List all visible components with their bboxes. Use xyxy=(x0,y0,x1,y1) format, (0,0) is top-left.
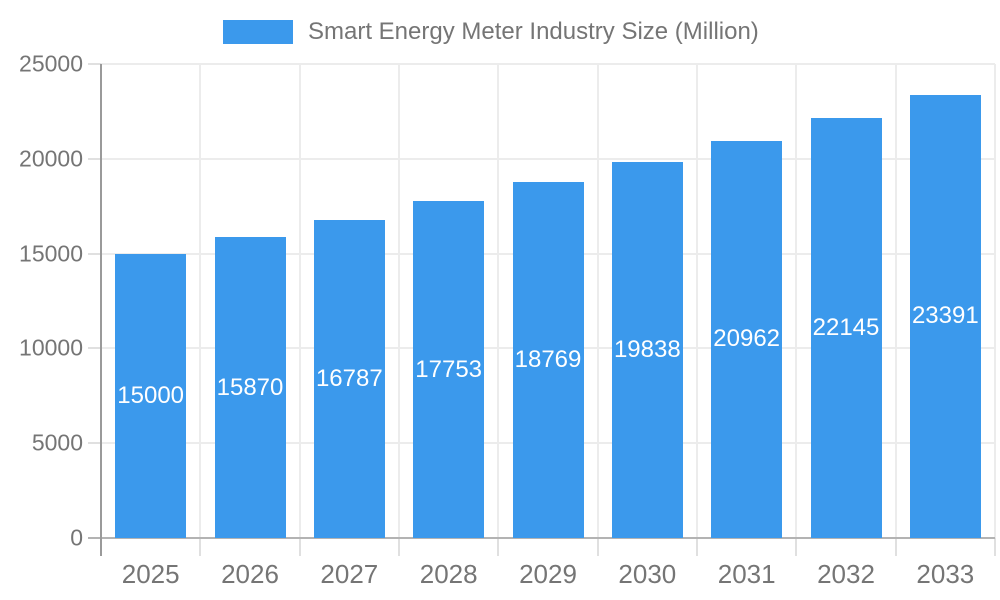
x-axis-label: 2030 xyxy=(618,559,677,589)
bar-2031[interactable] xyxy=(711,140,783,538)
bar-2025[interactable] xyxy=(115,253,187,538)
x-axis-label: 2028 xyxy=(419,559,478,589)
bar-2027[interactable] xyxy=(313,219,385,538)
vertical-gridline xyxy=(696,64,698,538)
y-axis-tick xyxy=(88,252,101,255)
vertical-gridline xyxy=(795,64,798,538)
bar-2029[interactable] xyxy=(512,182,584,538)
bar-value-label: 15000 xyxy=(117,381,185,409)
x-axis-tick xyxy=(398,538,400,556)
bar-value-label: 16787 xyxy=(315,364,383,392)
x-axis-tick xyxy=(199,538,202,556)
x-axis-tick xyxy=(298,538,301,556)
vertical-gridline xyxy=(596,64,599,538)
vertical-gridline xyxy=(199,64,202,538)
bar-2028[interactable] xyxy=(413,201,485,538)
horizontal-gridline xyxy=(101,157,995,160)
vertical-gridline xyxy=(298,64,301,538)
legend-label: Smart Energy Meter Industry Size (Millio… xyxy=(308,18,759,45)
x-axis-tick xyxy=(994,538,996,556)
plot-area: 0 5000 10000 15000 20000 25000 15000 2025 15870 2… xyxy=(19,51,996,589)
vertical-gridline xyxy=(894,64,897,538)
x-axis-label: 2027 xyxy=(320,559,379,589)
bar-value-label: 18769 xyxy=(514,346,582,374)
y-axis-label: 0 xyxy=(70,524,83,551)
vertical-gridline xyxy=(398,64,400,538)
bar-2026[interactable] xyxy=(214,237,286,538)
x-axis-label: 2025 xyxy=(121,559,180,589)
bar-2032[interactable] xyxy=(810,118,882,538)
y-axis-tick xyxy=(88,157,101,160)
vertical-gridline xyxy=(994,64,996,538)
vertical-gridline xyxy=(497,64,500,538)
bar-value-label: 20962 xyxy=(713,325,781,353)
y-axis-label: 10000 xyxy=(19,334,83,361)
x-axis-label: 2032 xyxy=(817,559,875,589)
x-axis-tick xyxy=(696,538,698,556)
x-axis-line xyxy=(88,537,995,539)
x-axis-label: 2026 xyxy=(221,559,279,589)
bar-2030[interactable] xyxy=(611,161,683,538)
x-axis-tick xyxy=(596,538,599,556)
legend-swatch xyxy=(223,20,293,44)
horizontal-gridline xyxy=(101,63,995,65)
x-axis-tick xyxy=(795,538,798,556)
y-axis-line xyxy=(100,64,102,556)
bar-value-label: 19838 xyxy=(613,335,681,363)
x-axis-tick xyxy=(497,538,500,556)
bar-value-label: 23391 xyxy=(911,302,979,330)
y-axis-tick xyxy=(88,347,101,350)
y-axis-tick xyxy=(88,63,101,65)
x-axis-label: 2033 xyxy=(916,559,975,589)
bar-value-label: 22145 xyxy=(812,314,880,342)
y-axis-label: 15000 xyxy=(19,240,83,267)
x-axis-label: 2031 xyxy=(717,559,776,589)
bar-2033[interactable] xyxy=(909,94,981,538)
y-axis-label: 5000 xyxy=(31,429,83,456)
bar-value-label: 17753 xyxy=(415,355,483,383)
y-axis-label: 25000 xyxy=(19,50,83,77)
x-axis-tick xyxy=(894,538,897,556)
bar-value-label: 15870 xyxy=(216,373,284,401)
y-axis-label: 20000 xyxy=(19,145,83,172)
y-axis-tick xyxy=(88,442,101,445)
legend[interactable]: Smart Energy Meter Industry Size (Millio… xyxy=(223,18,759,46)
x-axis-label: 2029 xyxy=(519,559,577,589)
